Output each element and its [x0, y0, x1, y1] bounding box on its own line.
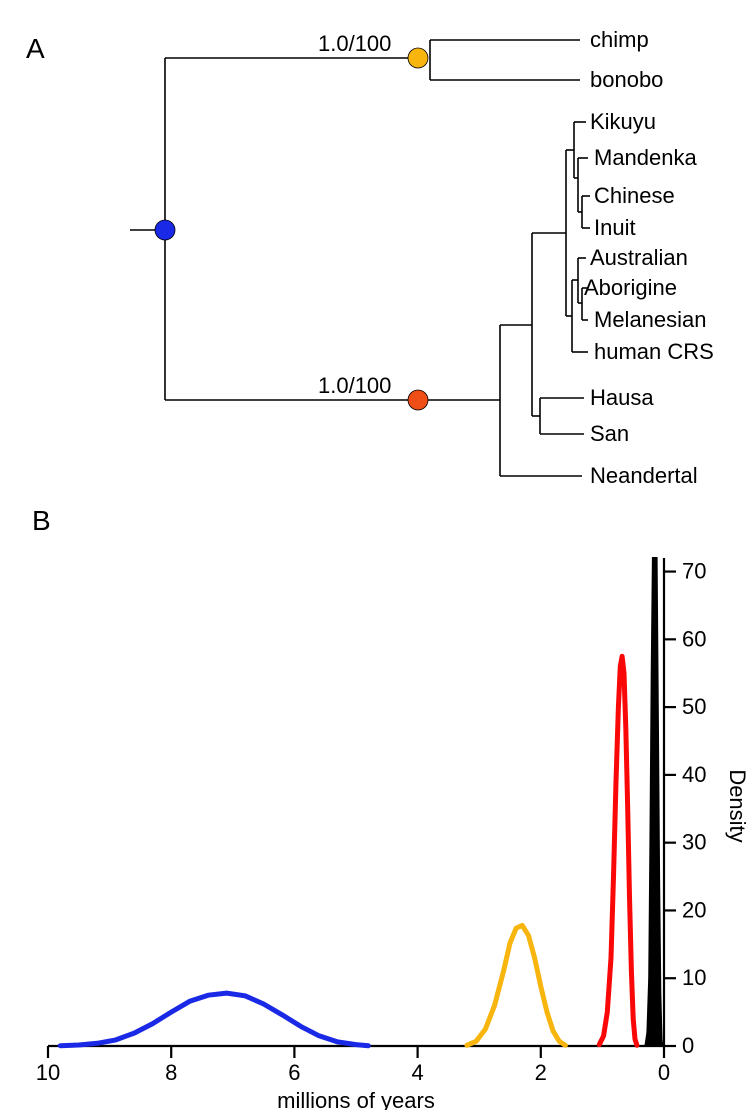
tip-label: bonobo: [590, 67, 663, 92]
x-tick-label: 6: [288, 1060, 300, 1085]
tip-label: Kikuyu: [590, 109, 656, 134]
phylo-tree: chimp bonobo Kikuyu Mandenka Chinese Inuit Aus…: [130, 27, 714, 488]
y-tick-label: 70: [682, 559, 706, 584]
y-axis-label: Density: [725, 769, 750, 842]
tip-label: Melanesian: [594, 307, 707, 332]
density-curve-human_mrca: [599, 656, 637, 1045]
node-pan: [408, 48, 428, 68]
panel-label-B: B: [32, 505, 51, 536]
x-tick-label: 0: [658, 1060, 670, 1085]
y-tick-label: 40: [682, 762, 706, 787]
y-tick-label: 20: [682, 897, 706, 922]
tip-label: Australian: [590, 245, 688, 270]
density-chart: 1086420millions of years010203040506070D…: [36, 558, 750, 1110]
support-label-top: 1.0/100: [318, 31, 391, 56]
y-tick-label: 0: [682, 1033, 694, 1058]
density-curve-modern_humans: [646, 558, 663, 1046]
tip-label: Hausa: [590, 385, 654, 410]
panel-label-A: A: [26, 33, 45, 64]
y-tick-label: 50: [682, 694, 706, 719]
tip-label: Mandenka: [594, 145, 698, 170]
density-curve-root_prior: [60, 993, 368, 1046]
tip-label: Chinese: [594, 183, 675, 208]
figure-svg: A Bchimp bonobo Kikuyu Mandenka Chinese Inuit A…: [0, 0, 750, 1110]
y-tick-label: 30: [682, 830, 706, 855]
x-tick-label: 10: [36, 1060, 60, 1085]
support-label-bottom: 1.0/100: [318, 373, 391, 398]
tip-label: Neandertal: [590, 463, 698, 488]
x-tick-label: 2: [535, 1060, 547, 1085]
y-tick-label: 60: [682, 626, 706, 651]
x-tick-label: 8: [165, 1060, 177, 1085]
tip-label: chimp: [590, 27, 649, 52]
tip-label: Inuit: [594, 215, 636, 240]
node-root: [155, 220, 175, 240]
tip-label: Aborigine: [584, 275, 677, 300]
y-tick-label: 10: [682, 965, 706, 990]
x-tick-label: 4: [411, 1060, 423, 1085]
node-human: [408, 390, 428, 410]
x-axis-label: millions of years: [277, 1088, 435, 1110]
tip-label: human CRS: [594, 339, 714, 364]
tip-label: San: [590, 421, 629, 446]
density-curve-pan_split: [467, 925, 566, 1045]
